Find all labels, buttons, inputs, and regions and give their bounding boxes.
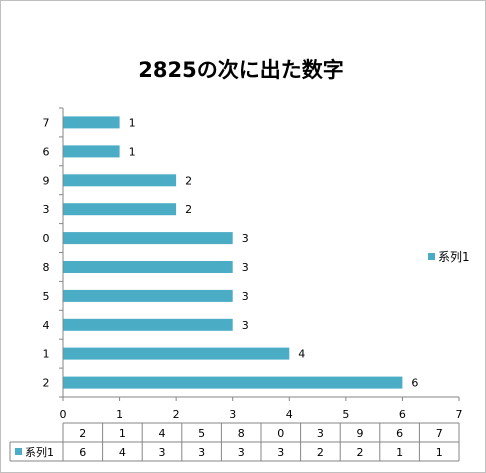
- data-label-1: 4: [298, 348, 305, 361]
- table-value-cell: 3: [198, 446, 205, 459]
- x-tick-label-6: 6: [399, 408, 406, 421]
- table-value-cell: 3: [277, 446, 284, 459]
- table-legend-key: [15, 448, 22, 455]
- y-tick-label-4: 4: [43, 319, 50, 332]
- x-tick-label-1: 1: [116, 408, 123, 421]
- chart-title: 2825の次に出た数字: [138, 58, 343, 82]
- y-tick-label-5: 5: [43, 290, 50, 303]
- legend-entry: 系列1: [438, 250, 470, 264]
- x-tick-label-0: 0: [60, 408, 67, 421]
- table-value-cell: 3: [159, 446, 166, 459]
- table-value-cell: 2: [317, 446, 324, 459]
- table-value-cell: 1: [396, 446, 403, 459]
- y-tick-label-6: 6: [43, 145, 50, 158]
- data-label-7: 1: [129, 116, 136, 129]
- table-header-cell: 1: [119, 427, 126, 440]
- bar-4: [63, 318, 233, 331]
- bar-9: [63, 174, 177, 187]
- table-value-cell: 6: [79, 446, 86, 459]
- table-header-cell: 3: [317, 427, 324, 440]
- bar-6: [63, 145, 120, 158]
- table-value-cell: 4: [119, 446, 126, 459]
- table-value-cell: 1: [436, 446, 443, 459]
- y-tick-label-2: 2: [43, 377, 50, 390]
- data-label-0: 3: [242, 232, 249, 245]
- y-tick-label-3: 3: [43, 203, 50, 216]
- bar-2: [63, 376, 403, 389]
- table-header-cell: 9: [357, 427, 364, 440]
- table-header-cell: 5: [198, 427, 205, 440]
- x-tick-label-3: 3: [229, 408, 236, 421]
- table-header-cell: 2: [79, 427, 86, 440]
- table-series-name: 系列1: [25, 445, 54, 459]
- x-tick-label-4: 4: [286, 408, 293, 421]
- table-value-cell: 2: [357, 446, 364, 459]
- bar-3: [63, 203, 177, 216]
- data-label-8: 3: [242, 261, 249, 274]
- y-tick-label-0: 0: [43, 232, 50, 245]
- table-header-cell: 4: [159, 427, 166, 440]
- bar-0: [63, 232, 233, 245]
- bar-1: [63, 347, 290, 360]
- data-label-5: 3: [242, 290, 249, 303]
- x-tick-label-5: 5: [342, 408, 349, 421]
- table-header-cell: 8: [238, 427, 245, 440]
- data-label-2: 6: [411, 377, 418, 390]
- data-label-6: 1: [129, 145, 136, 158]
- data-label-9: 2: [185, 174, 192, 187]
- legend-key: [428, 253, 435, 260]
- table-value-cell: 3: [238, 446, 245, 459]
- y-tick-label-7: 7: [43, 116, 50, 129]
- y-tick-label-9: 9: [43, 174, 50, 187]
- table-header-cell: 6: [396, 427, 403, 440]
- y-tick-label-8: 8: [43, 261, 50, 274]
- y-tick-label-1: 1: [43, 348, 50, 361]
- bar-5: [63, 289, 233, 302]
- data-label-4: 3: [242, 319, 249, 332]
- bar-7: [63, 116, 120, 129]
- bar-8: [63, 261, 233, 273]
- table-header-cell: 0: [277, 427, 284, 440]
- table-header-cell: 7: [436, 427, 443, 440]
- x-tick-label-7: 7: [456, 408, 463, 421]
- x-tick-label-2: 2: [173, 408, 180, 421]
- data-label-3: 2: [185, 203, 192, 216]
